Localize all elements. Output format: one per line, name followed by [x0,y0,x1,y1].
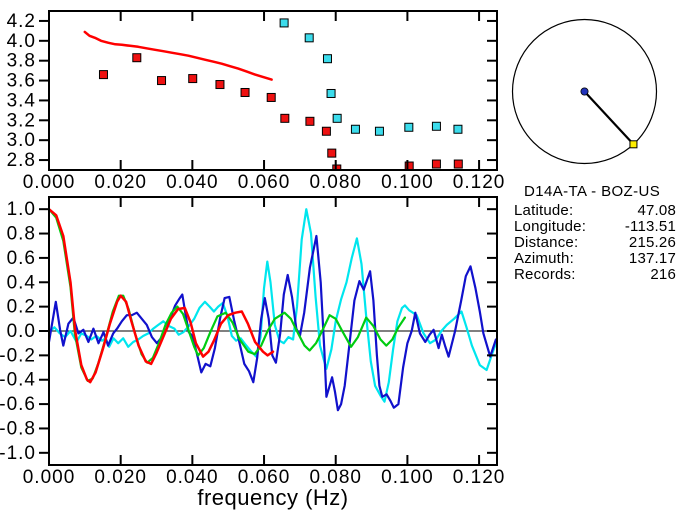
station-pair-title: D14A-TA - BOZ-US [524,183,661,200]
x-tick-label: 0.040 [166,172,219,193]
y-tick-label: -0.8 [0,418,36,439]
dispersion-frame [48,10,498,171]
dispersion-plot: 0.000 0.020 0.040 0.060 0.080 0.100 0.1202.83.… [7,10,506,193]
latitude-value: 47.08 [637,202,676,219]
trace-cyan [49,208,497,403]
measured-phase-velocity-cyan-marker [453,124,463,134]
x-axis-title: frequency (Hz) [197,485,348,510]
y-tick-label: 0.6 [7,248,36,269]
model-dispersion-curve [83,30,273,81]
measured-phase-velocity-red-marker [188,74,198,84]
measured-phase-velocity-cyan-marker [332,113,342,123]
y-tick-label: 4.2 [7,11,36,32]
y-tick-label: -0.6 [0,394,36,415]
y-tick-label: -0.4 [0,370,36,391]
measured-phase-velocity-red-marker [98,70,108,80]
longitude-value: -113.51 [624,218,676,235]
measured-phase-velocity-red-marker [266,92,276,102]
y-tick-label: 3.6 [7,71,36,92]
y-tick-label: 2.8 [7,150,36,171]
x-tick-label: 0.000 [23,467,76,488]
y-tick-label: 0.4 [7,272,36,293]
info-row-latitude: Latitude: 47.08 [514,203,676,219]
y-tick-label: 1.0 [7,199,36,220]
distance-value: 215.26 [628,234,676,251]
y-tick-label: 3.8 [7,51,36,72]
measured-phase-velocity-red-marker [431,159,441,169]
y-tick-label: -0.2 [0,345,36,366]
trace-red [49,207,275,384]
measured-phase-velocity-red-marker [215,80,225,90]
y-tick-label: 0.2 [7,297,36,318]
longitude-label: Longitude: [514,218,587,235]
x-tick-label: 0.120 [453,467,506,488]
measured-phase-velocity-cyan-marker [350,124,360,134]
measured-phase-velocity-red-marker [404,161,414,170]
azimuth-circle-outline [511,18,658,165]
azimuth-value: 137.17 [628,250,676,267]
distance-label: Distance: [514,234,579,251]
records-value: 216 [650,266,676,283]
x-tick-label: 0.100 [381,172,434,193]
y-tick-label: 4.0 [7,31,36,52]
y-tick-label: 0.0 [7,321,36,342]
records-label: Records: [514,266,576,283]
measured-phase-velocity-cyan-marker [322,54,332,64]
info-row-distance: Distance: 215.26 [514,235,676,251]
remote-station-marker [629,140,638,149]
y-tick-label: 0.8 [7,224,36,245]
latitude-label: Latitude: [514,202,574,219]
measured-phase-velocity-red-marker [453,159,463,169]
measured-phase-velocity-red-marker [157,76,167,86]
measured-phase-velocity-red-marker [305,116,315,126]
azimuth-diagram [511,18,658,165]
measured-phase-velocity-cyan-marker [279,18,289,28]
y-tick-label: -1.0 [0,443,36,464]
measured-phase-velocity-cyan-marker [326,88,336,98]
x-tick-label: 0.080 [309,172,362,193]
info-row-azimuth: Azimuth: 137.17 [514,251,676,267]
azimuth-ray [583,90,635,146]
x-tick-label: 0.040 [166,467,219,488]
y-tick-label: 3.4 [7,90,36,111]
x-tick-label: 0.000 [23,172,76,193]
x-tick-label: 0.120 [453,172,506,193]
x-tick-label: 0.060 [238,172,291,193]
center-station-dot [580,87,589,96]
station-info-panel: D14A-TA - BOZ-US Latitude: 47.08 Longitu… [514,183,676,283]
x-tick-label: 0.080 [309,467,362,488]
measured-phase-velocity-red-marker [321,126,331,136]
x-tick-label: 0.020 [94,467,147,488]
x-tick-label: 0.100 [381,467,434,488]
measured-phase-velocity-cyan-marker [304,33,314,43]
measured-phase-velocity-cyan-marker [404,122,414,132]
azimuth-label: Azimuth: [514,250,574,267]
info-row-longitude: Longitude: -113.51 [514,219,676,235]
measured-phase-velocity-red-marker [327,148,337,158]
y-tick-label: 3.2 [7,110,36,131]
y-tick-label: 3.0 [7,130,36,151]
info-row-records: Records: 216 [514,267,676,283]
trace-blue [49,234,497,412]
measured-phase-velocity-red-marker [132,53,142,63]
measured-phase-velocity-cyan-marker [431,121,441,131]
x-tick-label: 0.060 [238,467,291,488]
waveforms-plot: 0.000 0.020 0.040 0.060 0.080 0.100 0.120 -1.0 -… [0,196,506,510]
measured-phase-velocity-red-marker [280,113,290,123]
trace-green [49,208,406,382]
x-tick-label: 0.020 [94,172,147,193]
measured-phase-velocity-cyan-marker [374,126,384,136]
measured-phase-velocity-red-marker [240,87,250,97]
